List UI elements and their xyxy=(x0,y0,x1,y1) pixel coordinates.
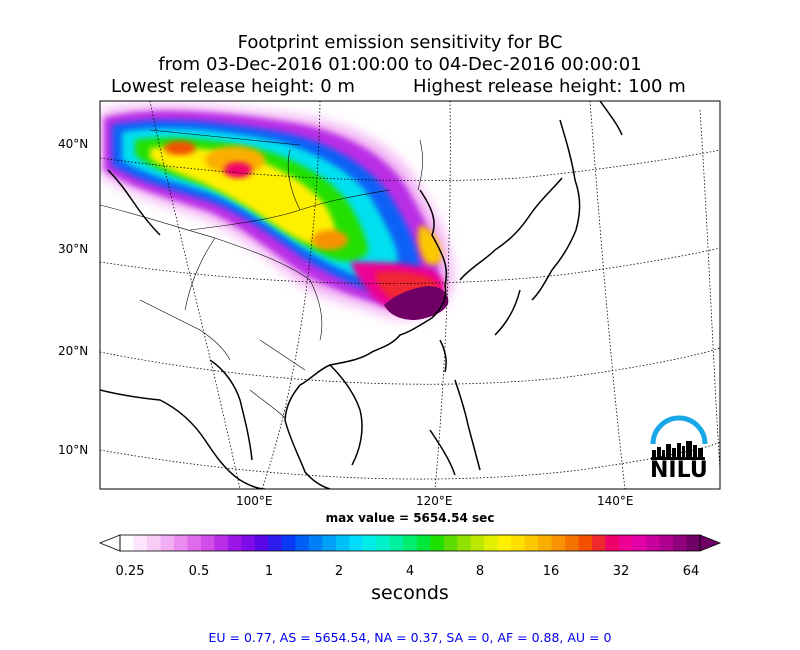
colorbar-cells xyxy=(120,535,701,551)
colorbar-cell xyxy=(268,535,283,551)
colorbar-cell xyxy=(308,535,323,551)
colorbar-cell xyxy=(173,535,188,551)
colorbar-cell xyxy=(349,535,364,551)
colorbar-cell xyxy=(686,535,701,551)
colorbar-min-extend xyxy=(98,534,121,552)
colorbar-cell xyxy=(281,535,296,551)
colorbar-max-extend xyxy=(699,534,722,552)
colorbar-tick: 8 xyxy=(475,564,485,579)
colorbar-cell xyxy=(538,535,553,551)
colorbar-tick: 2 xyxy=(334,564,344,579)
lon-label-120e: 120°E xyxy=(416,494,453,508)
title-line-1: Footprint emission sensitivity for BC xyxy=(237,32,563,53)
colorbar-cell xyxy=(227,535,242,551)
colorbar-cell xyxy=(619,535,634,551)
colorbar-tick: 4 xyxy=(405,564,415,579)
colorbar-cell xyxy=(214,535,229,551)
colorbar-cell xyxy=(403,535,418,551)
colorbar-cell xyxy=(322,535,337,551)
lat-label-20n: 20°N xyxy=(58,344,89,358)
colorbar-units: seconds xyxy=(371,582,449,604)
colorbar-cell xyxy=(430,535,445,551)
lon-label-140e: 140°E xyxy=(597,494,634,508)
colorbar-cell xyxy=(605,535,620,551)
lat-label-30n: 30°N xyxy=(58,242,89,256)
colorbar-cell xyxy=(470,535,485,551)
colorbar-frame xyxy=(119,534,701,552)
colorbar-cell xyxy=(335,535,350,551)
colorbar-tick: 0.25 xyxy=(115,564,145,579)
colorbar-cell xyxy=(200,535,215,551)
colorbar-cell xyxy=(457,535,472,551)
colorbar-cell xyxy=(443,535,458,551)
colorbar-cell xyxy=(376,535,391,551)
coastlines xyxy=(100,101,623,489)
colorbar-cell xyxy=(160,535,175,551)
regional-stats: EU = 0.77, AS = 5654.54, NA = 0.37, SA =… xyxy=(208,630,612,645)
colorbar-tick: 64 xyxy=(682,564,700,579)
lat-label-10n: 10°N xyxy=(58,443,89,457)
colorbar-tick: 1 xyxy=(264,564,274,579)
title-line-2: from 03-Dec-2016 01:00:00 to 04-Dec-2016… xyxy=(158,54,642,75)
lat-label-40n: 40°N xyxy=(58,137,89,151)
colorbar-cell xyxy=(632,535,647,551)
nilu-logo xyxy=(650,415,708,460)
footprint-plume xyxy=(100,105,453,320)
country-borders xyxy=(100,129,423,419)
highest-release-height: Highest release height: 100 m xyxy=(413,76,686,97)
colorbar-cell xyxy=(646,535,661,551)
city-skyline-icon xyxy=(651,441,705,460)
lon-label-100e: 100°E xyxy=(236,494,273,508)
colorbar-tick: 32 xyxy=(612,564,630,579)
map-frame xyxy=(99,100,721,490)
colorbar-cell xyxy=(484,535,499,551)
colorbar-cell xyxy=(578,535,593,551)
lowest-release-height: Lowest release height: 0 m xyxy=(111,76,355,97)
colorbar-cell xyxy=(551,535,566,551)
colorbar-cell xyxy=(565,535,580,551)
colorbar-cell xyxy=(362,535,377,551)
colorbar-cell xyxy=(524,535,539,551)
colorbar-cell xyxy=(416,535,431,551)
colorbar-cell xyxy=(295,535,310,551)
colorbar-cell xyxy=(241,535,256,551)
logo-arc-icon xyxy=(650,415,708,445)
colorbar-cell xyxy=(146,535,161,551)
colorbar-cell xyxy=(389,535,404,551)
colorbar-cell xyxy=(120,535,134,551)
colorbar-cell xyxy=(673,535,688,551)
colorbar-cell xyxy=(254,535,269,551)
colorbar-cell xyxy=(592,535,607,551)
colorbar-cell xyxy=(511,535,526,551)
colorbar-cell xyxy=(659,535,674,551)
colorbar-tick: 0.5 xyxy=(188,564,210,579)
colorbar-cell xyxy=(497,535,512,551)
graticule xyxy=(100,101,720,489)
colorbar-tick: 16 xyxy=(542,564,560,579)
colorbar-cell xyxy=(187,535,202,551)
nilu-logo-text: NILU xyxy=(650,458,708,483)
colorbar-cell xyxy=(133,535,148,551)
max-value-label: max value = 5654.54 sec xyxy=(325,511,495,525)
